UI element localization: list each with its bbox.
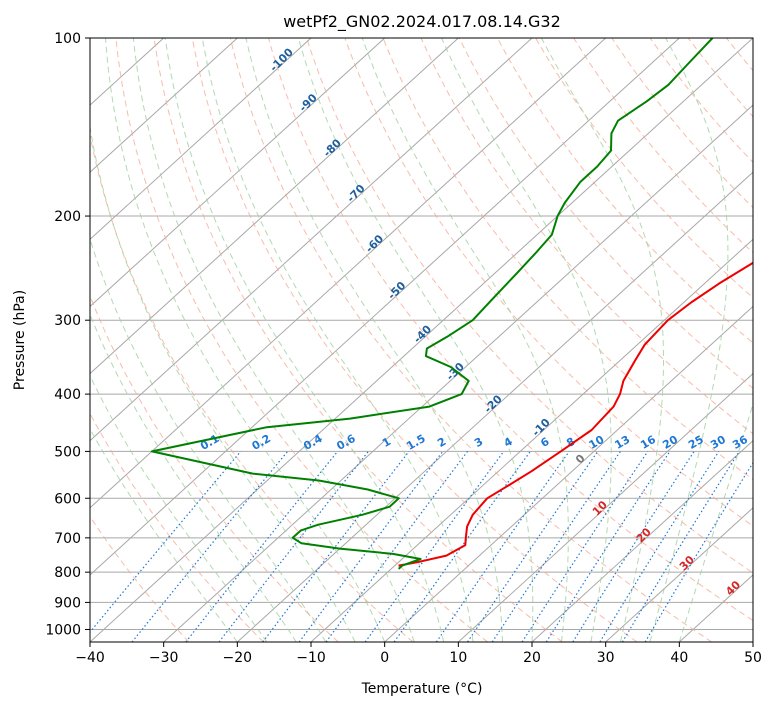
- mixing-ratio-label: 0.2: [250, 432, 273, 453]
- mixing-ratio-line: [622, 451, 739, 642]
- x-tick-label: 40: [670, 650, 688, 666]
- moist-adiabat-line: [541, 38, 663, 642]
- mixing-ratio-label: 13: [612, 433, 632, 452]
- dry-adiabat-label: -40: [411, 322, 434, 345]
- y-tick-label: 200: [54, 209, 81, 225]
- mixing-ratio-label: 0.6: [334, 432, 358, 453]
- mixing-ratio-label: 1.5: [404, 432, 427, 453]
- mixing-ratio-label: 16: [638, 433, 658, 452]
- mixing-ratio-line: [436, 451, 569, 642]
- mixing-ratio-label: 20: [660, 433, 680, 452]
- moist-adiabat-line: [0, 38, 237, 642]
- mixing-ratio-label: 36: [730, 433, 750, 452]
- isotherm-line: [16, 38, 679, 642]
- isotherm-line: [0, 38, 385, 642]
- dry-adiabat-line: [536, 38, 775, 642]
- dry-adiabat-label: -70: [344, 182, 367, 205]
- dry-adiabat-line: [345, 38, 775, 642]
- mixing-ratio-line: [132, 451, 288, 642]
- mixing-ratio-label: 0.1: [198, 432, 221, 453]
- isotherm-line: [753, 38, 775, 642]
- chart-title: wetPf2_GN02.2024.017.08.14.G32: [283, 12, 561, 32]
- x-tick-label: 30: [597, 650, 615, 666]
- y-tick-label: 500: [54, 444, 81, 460]
- mixing-ratio-label: 30: [708, 433, 728, 452]
- y-axis: 100 200 300 400 500 600 700 800 900 1000: [45, 31, 90, 638]
- y-tick-label: 900: [54, 595, 81, 611]
- mixing-ratio-label: 10: [587, 433, 607, 452]
- x-tick-label: 0: [380, 650, 389, 666]
- isotherm-line: [0, 38, 237, 642]
- dry-adiabat-line: [726, 38, 775, 642]
- isotherm-line: [0, 38, 606, 642]
- mixing-ratio-label: 1: [380, 435, 393, 450]
- background-lines: [0, 38, 775, 642]
- y-axis-label: Pressure (hPa): [12, 290, 28, 390]
- moist-adiabat-line: [106, 38, 385, 642]
- x-tick-label: −30: [149, 650, 179, 666]
- dry-adiabat-label: 20: [634, 525, 654, 545]
- dry-adiabat-label: 40: [723, 578, 743, 598]
- mixing-ratio-label: 4: [502, 435, 515, 450]
- dry-adiabat-label: -90: [297, 91, 320, 114]
- moist-adiabat-line: [442, 38, 612, 642]
- y-tick-label: 700: [54, 531, 81, 547]
- moist-adiabat-line: [165, 38, 443, 642]
- y-tick-label: 400: [54, 387, 81, 403]
- dry-adiabat-label: -20: [482, 392, 505, 415]
- dry-adiabat-line: [0, 38, 189, 642]
- x-tick-label: −40: [75, 650, 105, 666]
- mixing-ratio-label: 2: [435, 435, 448, 450]
- mixing-ratio-line: [573, 451, 694, 642]
- x-axis-label: Temperature (°C): [361, 681, 483, 697]
- mixing-ratio-line: [219, 451, 368, 642]
- dry-adiabat-line: [688, 38, 775, 642]
- sounding-profiles: [152, 38, 775, 569]
- x-tick-label: 20: [523, 650, 541, 666]
- mixing-ratio-line: [546, 451, 670, 642]
- mixing-ratio-line: [492, 451, 620, 642]
- y-tick-label: 600: [54, 491, 81, 507]
- x-tick-label: 10: [449, 650, 467, 666]
- dry-adiabat-label: -60: [363, 232, 386, 255]
- y-tick-label: 100: [54, 31, 81, 47]
- mixing-ratio-label: 0.4: [301, 432, 325, 453]
- dry-adiabat-line: [421, 38, 775, 642]
- isotherm-line: [164, 38, 775, 642]
- dry-adiabat-line: [612, 38, 775, 642]
- dry-adiabat-label: -50: [385, 279, 408, 302]
- isotherm-line: [0, 38, 311, 642]
- dry-adiabat-label: 10: [590, 498, 610, 518]
- y-tick-label: 300: [54, 313, 81, 329]
- x-axis: −40 −30 −20 −10 0 10 20 30 40 50: [75, 642, 762, 666]
- dry-adiabat-label: -10: [530, 416, 553, 439]
- dry-adiabat-line: [497, 38, 775, 642]
- dry-adiabat-label: -80: [321, 136, 344, 159]
- x-tick-label: −10: [296, 650, 326, 666]
- mixing-ratio-line: [82, 451, 241, 642]
- mixing-ratio-line: [468, 451, 598, 642]
- mixing-ratio-line: [600, 451, 719, 642]
- moist-adiabat-line: [81, 38, 356, 642]
- dry-adiabat-line: [765, 38, 775, 642]
- isotherm-line: [0, 38, 458, 642]
- moist-adiabat-line: [38, 38, 297, 642]
- dry-adiabat-label: 30: [677, 553, 697, 573]
- dry-adiabat-line: [650, 38, 775, 642]
- moist-adiabat-line: [18, 38, 267, 642]
- dewpoint-line: [152, 38, 713, 569]
- y-tick-label: 800: [54, 565, 81, 581]
- x-tick-label: 50: [744, 650, 762, 666]
- mixing-ratio-label: 3: [472, 435, 485, 450]
- mixing-ratio-line: [365, 451, 503, 642]
- mixing-ratio-line: [263, 451, 409, 642]
- y-tick-label: 1000: [45, 622, 81, 638]
- x-tick-label: −20: [223, 650, 253, 666]
